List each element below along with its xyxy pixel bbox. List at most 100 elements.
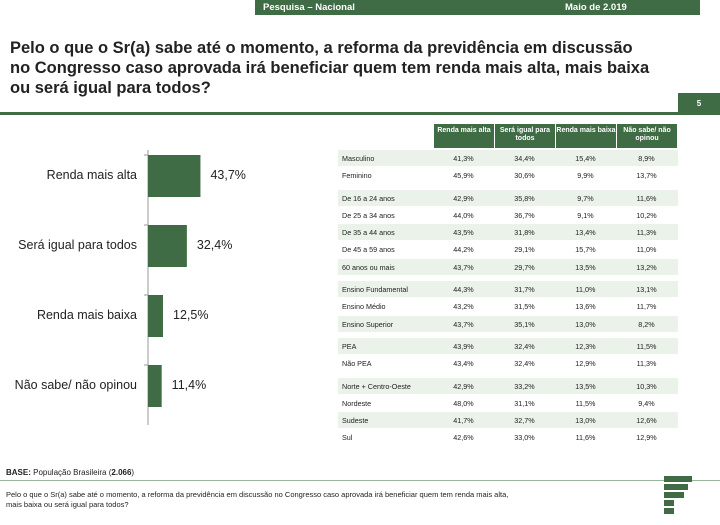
table-cell: 29,7% xyxy=(514,262,535,272)
sample-base: BASE: População Brasileira (2.066) xyxy=(6,468,134,477)
row-label: Ensino Superior xyxy=(342,319,394,329)
table-row: Nordeste 48,0% 31,1% 11,5% 9,4% xyxy=(338,393,678,412)
table-row: De 25 a 34 anos 44,0% 36,7% 9,1% 10,2% xyxy=(338,205,678,224)
table-cell: 9,7% xyxy=(577,193,594,203)
table-cell: 42,6% xyxy=(453,433,474,443)
question-footnote: Pelo o que o Sr(a) sabe até o momento, a… xyxy=(6,490,509,509)
base-close: ) xyxy=(131,468,135,477)
row-label: De 25 a 34 anos xyxy=(342,210,395,220)
table-cell: 11,0% xyxy=(575,285,596,295)
table-cell: 12,9% xyxy=(636,433,657,443)
title-divider xyxy=(0,112,678,115)
table-cell: 11,0% xyxy=(636,245,657,255)
category-label: Não sabe/ não opinou xyxy=(14,378,137,392)
table-group: Norte + Centro-Oeste 42,9% 33,2% 13,5% 10,3%… xyxy=(338,376,678,446)
value-label: 32,4% xyxy=(196,238,233,252)
survey-title: Pesquisa – Nacional xyxy=(263,2,355,13)
table-cell: 32,4% xyxy=(514,359,535,369)
table-cell: 35,8% xyxy=(514,193,535,203)
table-row: Sul 42,6% 33,0% 11,6% 12,9% xyxy=(338,428,678,446)
table-cell: 11,3% xyxy=(636,228,657,238)
table-cell: 13,6% xyxy=(575,302,596,312)
brand-logo xyxy=(664,476,692,514)
table-cell: 29,1% xyxy=(514,245,535,255)
table-cell: 33,0% xyxy=(514,433,535,443)
table-cell: 44,3% xyxy=(453,285,474,295)
base-label: BASE: xyxy=(6,468,31,477)
table-cell: 44,2% xyxy=(453,245,474,255)
table-cell: 8,2% xyxy=(638,319,655,329)
table-cell: 12,6% xyxy=(636,416,657,426)
row-label: Norte + Centro-Oeste xyxy=(342,381,411,391)
category-label: Renda mais alta xyxy=(46,168,137,182)
bar-chart: Renda mais alta 43,7% Será igual para todo… xyxy=(0,150,330,435)
table-row: Ensino Superior 43,7% 35,1% 13,0% 8,2% xyxy=(338,314,678,332)
row-label: Feminino xyxy=(342,171,372,181)
table-group: Ensino Fundamental 44,3% 31,7% 11,0% 13,1% En… xyxy=(338,280,678,332)
table-cell: 42,9% xyxy=(453,193,474,203)
table-cell: 11,6% xyxy=(575,433,596,443)
category-label: Renda mais baixa xyxy=(36,308,137,322)
page-number-badge: 5 xyxy=(678,93,720,115)
table-cell: 43,2% xyxy=(453,302,474,312)
base-count: 2.066 xyxy=(111,468,132,477)
crosstab-table: Renda mais alta Será igual para todos Re… xyxy=(338,124,678,451)
table-cell: 15,4% xyxy=(575,154,596,163)
table-cell: 43,5% xyxy=(453,228,474,238)
table-cell: 31,8% xyxy=(514,228,535,238)
table-row: Sudeste 41,7% 32,7% 13,0% 12,6% xyxy=(338,411,678,429)
table-cell: 11,6% xyxy=(636,193,657,203)
row-label: De 45 a 59 anos xyxy=(342,245,395,255)
table-row: De 16 a 24 anos 42,9% 35,8% 9,7% 11,6% xyxy=(338,188,678,206)
table-body: Masculino 41,3% 34,4% 15,4% 8,9% Feminino 45,9… xyxy=(338,149,678,446)
table-cell: 9,1% xyxy=(577,210,594,220)
table-cell: 9,9% xyxy=(577,171,594,181)
value-label: 43,7% xyxy=(210,168,246,182)
value-label: 11,4% xyxy=(171,378,207,392)
table-cell: 11,5% xyxy=(575,398,596,408)
row-label: Masculino xyxy=(342,154,375,163)
table-cell: 13,5% xyxy=(575,262,596,272)
table-cell: 43,7% xyxy=(453,319,474,329)
table-cell: 48,0% xyxy=(453,398,474,408)
footer-divider xyxy=(0,480,720,481)
table-cell: 11,3% xyxy=(636,359,657,369)
bar xyxy=(148,365,162,407)
question-title: Pelo o que o Sr(a) sabe até o momento, a… xyxy=(10,39,650,97)
table-cell: 13,4% xyxy=(575,228,596,238)
table-group: Masculino 41,3% 34,4% 15,4% 8,9% Feminino 45,9… xyxy=(338,149,678,184)
table-cell: 36,7% xyxy=(514,210,535,220)
row-label: 60 anos ou mais xyxy=(342,262,395,272)
table-cell: 13,2% xyxy=(636,262,657,272)
table-cell: 11,5% xyxy=(636,341,657,351)
row-label: Não PEA xyxy=(342,359,372,369)
table-cell: 10,2% xyxy=(636,210,657,220)
table-group: De 16 a 24 anos 42,9% 35,8% 9,7% 11,6% De 25 … xyxy=(338,188,678,276)
table-group: PEA 43,9% 32,4% 12,3% 11,5% Não PEA 43,4% 32,4%… xyxy=(338,336,678,372)
table-cell: 9,4% xyxy=(638,398,655,408)
table-cell: 13,7% xyxy=(636,171,657,181)
table-cell: 13,0% xyxy=(575,319,596,329)
table-corner xyxy=(338,124,433,148)
table-cell: 43,4% xyxy=(453,359,474,369)
table-cell: 41,7% xyxy=(453,416,474,426)
table-cell: 33,2% xyxy=(514,381,535,391)
table-row: 60 anos ou mais 43,7% 29,7% 13,5% 13,2% xyxy=(338,257,678,276)
row-label: Ensino Médio xyxy=(342,302,386,312)
table-cell: 42,9% xyxy=(453,381,474,391)
table-cell: 43,7% xyxy=(453,262,474,272)
table-cell: 32,4% xyxy=(514,341,535,351)
table-cell: 35,1% xyxy=(514,319,535,329)
value-label: 12,5% xyxy=(173,308,209,322)
survey-header-bar: Pesquisa – Nacional Maio de 2.019 xyxy=(255,0,700,15)
table-cell: 34,4% xyxy=(514,154,535,163)
table-row: Masculino 41,3% 34,4% 15,4% 8,9% xyxy=(338,149,678,167)
table-row: Não PEA 43,4% 32,4% 12,9% 11,3% xyxy=(338,354,678,372)
column-header: Não sabe/ não opinou xyxy=(616,124,677,148)
table-cell: 15,7% xyxy=(575,245,596,255)
table-cell: 11,7% xyxy=(636,302,657,312)
bar xyxy=(148,295,163,337)
category-label: Será igual para todos xyxy=(18,238,137,252)
table-row: PEA 43,9% 32,4% 12,3% 11,5% xyxy=(338,336,678,355)
table-cell: 43,9% xyxy=(453,341,474,351)
